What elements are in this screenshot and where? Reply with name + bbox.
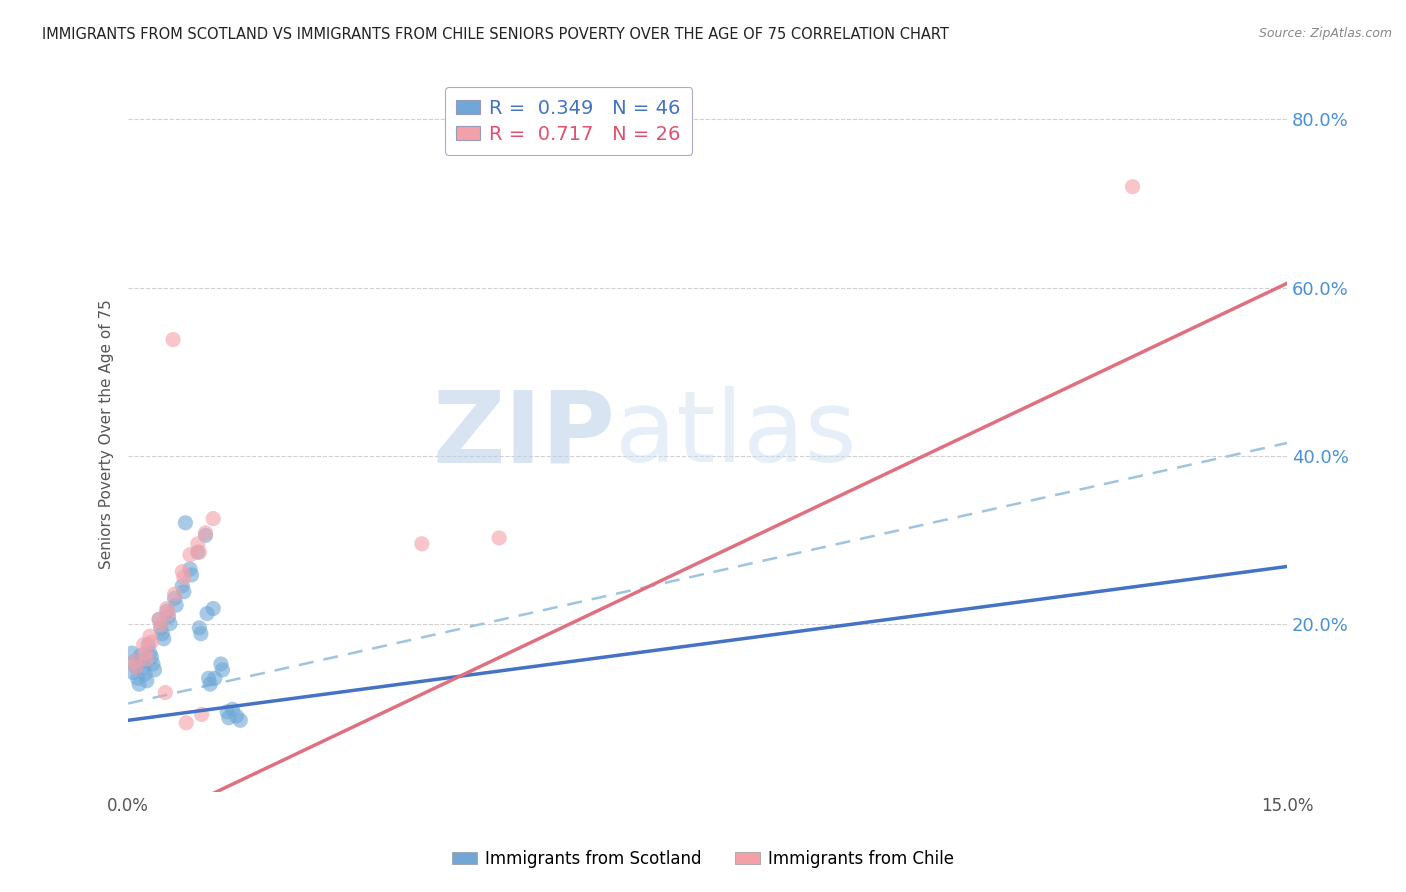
Y-axis label: Seniors Poverty Over the Age of 75: Seniors Poverty Over the Age of 75 xyxy=(100,300,114,569)
Point xyxy=(190,626,212,640)
Point xyxy=(122,665,145,680)
Point xyxy=(139,629,162,643)
Point xyxy=(165,598,187,612)
Point xyxy=(197,671,219,685)
Point xyxy=(188,545,211,559)
Point xyxy=(149,618,172,632)
Point xyxy=(174,516,197,530)
Point xyxy=(211,663,233,677)
Point xyxy=(179,548,201,562)
Point xyxy=(209,657,232,671)
Point xyxy=(148,612,170,626)
Point xyxy=(172,565,194,579)
Point xyxy=(132,638,155,652)
Point xyxy=(202,511,225,525)
Text: IMMIGRANTS FROM SCOTLAND VS IMMIGRANTS FROM CHILE SENIORS POVERTY OVER THE AGE O: IMMIGRANTS FROM SCOTLAND VS IMMIGRANTS F… xyxy=(42,27,949,42)
Point xyxy=(156,604,179,618)
Point xyxy=(131,655,153,669)
Point xyxy=(174,715,197,730)
Point xyxy=(127,671,149,685)
Point xyxy=(194,525,217,540)
Point xyxy=(411,537,433,551)
Point xyxy=(221,702,243,716)
Legend: R =  0.349   N = 46, R =  0.717   N = 26: R = 0.349 N = 46, R = 0.717 N = 26 xyxy=(444,87,693,155)
Point xyxy=(159,616,181,631)
Point xyxy=(156,601,179,615)
Point xyxy=(141,635,163,649)
Point xyxy=(157,607,180,621)
Point xyxy=(218,711,240,725)
Point xyxy=(190,707,212,722)
Point xyxy=(229,713,252,727)
Point xyxy=(132,660,155,674)
Point xyxy=(138,638,160,652)
Point xyxy=(129,648,152,663)
Point xyxy=(139,646,162,660)
Point xyxy=(187,537,209,551)
Text: atlas: atlas xyxy=(614,386,856,483)
Point xyxy=(135,652,157,666)
Point xyxy=(125,660,148,674)
Point xyxy=(225,709,247,723)
Point xyxy=(488,531,510,545)
Point xyxy=(124,655,146,669)
Point xyxy=(172,579,194,593)
Point xyxy=(149,621,172,635)
Text: Source: ZipAtlas.com: Source: ZipAtlas.com xyxy=(1258,27,1392,40)
Point xyxy=(1122,179,1144,194)
Point xyxy=(194,528,217,542)
Point xyxy=(163,587,186,601)
Point xyxy=(198,677,221,691)
Point xyxy=(148,612,170,626)
Point xyxy=(134,646,156,660)
Point xyxy=(217,705,239,719)
Point xyxy=(187,545,209,559)
Legend: Immigrants from Scotland, Immigrants from Chile: Immigrants from Scotland, Immigrants fro… xyxy=(446,844,960,875)
Point xyxy=(135,673,157,688)
Point xyxy=(142,657,165,671)
Text: ZIP: ZIP xyxy=(432,386,614,483)
Point xyxy=(152,632,174,646)
Point xyxy=(179,562,201,576)
Point xyxy=(204,671,226,685)
Point xyxy=(157,610,180,624)
Point xyxy=(141,650,163,665)
Point xyxy=(143,663,166,677)
Point xyxy=(125,660,148,674)
Point xyxy=(163,591,186,606)
Point xyxy=(121,646,143,660)
Point xyxy=(128,677,150,691)
Point xyxy=(173,584,195,599)
Point xyxy=(202,601,225,615)
Point xyxy=(124,655,146,669)
Point xyxy=(180,568,202,582)
Point xyxy=(162,333,184,347)
Point xyxy=(134,667,156,681)
Point xyxy=(150,626,173,640)
Point xyxy=(195,607,218,621)
Point xyxy=(173,570,195,584)
Point xyxy=(188,621,211,635)
Point xyxy=(155,685,177,699)
